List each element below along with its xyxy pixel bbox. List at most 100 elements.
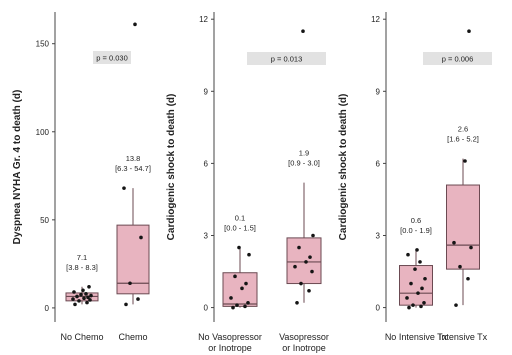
data-point	[419, 304, 423, 309]
box	[286, 237, 322, 285]
p-value-label: p = 0.006	[442, 55, 474, 64]
data-point	[452, 240, 456, 245]
p-value-box	[247, 52, 326, 65]
iqr-annotation: [0.0 - 1.5]	[224, 224, 256, 233]
y-tick-label: 100	[36, 128, 50, 137]
category-label: Vasopressor or Inotrope	[279, 332, 329, 353]
data-point	[139, 235, 143, 240]
data-point	[71, 297, 75, 301]
data-point	[133, 22, 137, 27]
category-label: No Intensive Tx	[385, 332, 448, 342]
data-point	[237, 245, 241, 250]
p-value-box	[93, 51, 131, 64]
data-point	[466, 276, 470, 281]
data-point	[299, 281, 303, 286]
data-point	[86, 295, 90, 300]
data-point	[81, 288, 85, 293]
data-point	[310, 269, 314, 274]
data-point	[72, 290, 76, 294]
data-point	[124, 302, 128, 307]
data-point	[463, 159, 467, 163]
category-label: No Vasopressor or Inotrope	[198, 332, 262, 353]
data-point	[304, 260, 308, 264]
p-value-box	[423, 52, 492, 65]
iqr-annotation: [0.9 - 3.0]	[288, 159, 320, 168]
data-point	[88, 298, 92, 302]
median-annotation: 13.8	[126, 154, 141, 163]
category-label: Chemo	[118, 332, 147, 342]
data-point	[246, 300, 250, 305]
data-point	[122, 186, 126, 190]
data-point	[295, 300, 299, 305]
data-point	[405, 296, 409, 300]
data-point	[79, 292, 83, 297]
data-point	[75, 294, 79, 299]
category-label: No Chemo	[60, 332, 103, 342]
data-point	[423, 276, 427, 281]
box	[222, 272, 258, 307]
median-annotation: 0.1	[235, 214, 245, 223]
iqr-annotation: [0.0 - 1.9]	[400, 226, 432, 235]
data-point	[422, 300, 426, 305]
data-point	[411, 303, 415, 307]
data-point	[85, 300, 89, 305]
data-point	[409, 281, 413, 286]
data-point	[229, 296, 233, 300]
box	[446, 184, 480, 270]
median-annotation: 1.9	[299, 149, 309, 158]
data-point	[73, 302, 77, 307]
data-point	[240, 286, 244, 291]
data-point	[293, 264, 297, 269]
box	[116, 224, 150, 295]
data-point	[82, 296, 86, 301]
iqr-annotation: [1.6 - 5.2]	[447, 135, 479, 144]
data-point	[407, 305, 411, 310]
y-tick-label: 6	[204, 159, 209, 168]
p-value-label: p = 0.030	[96, 54, 128, 63]
box	[399, 265, 433, 306]
panel-intensive-tx: 0 3 6 9 12 Cardiogenic shock to death (d) p = …	[338, 12, 492, 342]
p-value-label: p = 0.013	[271, 55, 303, 64]
y-tick-label: 9	[204, 87, 209, 96]
median-annotation: 7.1	[77, 253, 87, 262]
data-point	[416, 291, 420, 295]
data-point	[308, 255, 312, 259]
y-axis-title: Cardiogenic shock to death (d)	[338, 94, 349, 241]
iqr-annotation: [3.8 - 8.3]	[66, 263, 98, 272]
y-tick-label: 150	[36, 40, 50, 49]
data-point	[243, 304, 247, 309]
data-point	[233, 274, 237, 279]
y-tick-label: 0	[45, 304, 50, 313]
data-point	[454, 303, 458, 307]
y-tick-label: 3	[204, 231, 209, 240]
data-point	[244, 281, 248, 286]
data-point	[297, 245, 301, 250]
category-label: Intensive Tx	[439, 332, 488, 342]
data-point	[89, 293, 93, 298]
data-point	[413, 267, 417, 271]
data-point	[415, 248, 419, 252]
data-point	[301, 29, 305, 34]
median-annotation: 0.6	[411, 216, 421, 225]
panel-vasopressor: 0 3 6 9 12 Cardiogenic shock to death (d) p = …	[166, 12, 329, 353]
data-point	[458, 264, 462, 269]
data-point	[420, 286, 424, 291]
y-tick-label: 3	[376, 231, 381, 240]
data-point	[136, 297, 140, 301]
data-point	[87, 284, 91, 289]
data-point	[311, 233, 315, 238]
median-annotation: 2.6	[458, 125, 468, 134]
data-point	[467, 29, 471, 34]
y-axis-title: Dyspnea NYHA Gr. 4 to death (d)	[12, 90, 23, 245]
data-point	[231, 305, 235, 310]
panel-chemo: 0 50 100 150 Dyspnea NYHA Gr. 4 to death (d)…	[12, 12, 151, 342]
y-tick-label: 0	[376, 304, 381, 313]
data-point	[418, 260, 422, 264]
data-point	[77, 299, 81, 303]
data-point	[307, 288, 311, 293]
y-tick-label: 0	[204, 304, 209, 313]
data-point	[406, 252, 410, 257]
y-axis-title: Cardiogenic shock to death (d)	[166, 94, 177, 241]
data-point	[128, 281, 132, 286]
